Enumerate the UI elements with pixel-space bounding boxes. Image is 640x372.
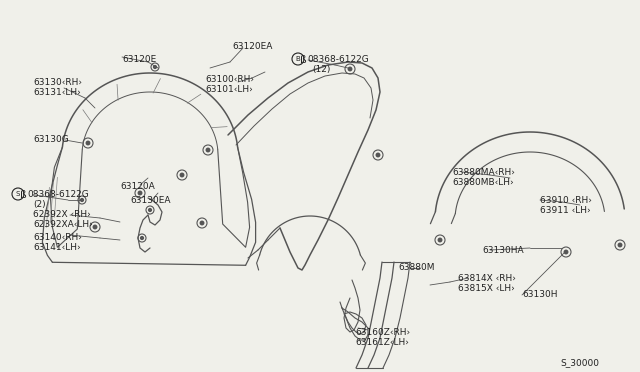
Circle shape	[180, 173, 184, 177]
Text: 63130H: 63130H	[522, 290, 557, 299]
Text: 63120EA: 63120EA	[232, 42, 273, 51]
Text: 08368-6122G: 08368-6122G	[27, 190, 89, 199]
Circle shape	[348, 67, 352, 71]
Text: S_30000: S_30000	[560, 358, 599, 367]
Text: S: S	[16, 191, 20, 197]
Text: 63880MB‹LH›: 63880MB‹LH›	[452, 178, 514, 187]
Text: 63100‹RH›: 63100‹RH›	[205, 75, 254, 84]
Text: B: B	[296, 56, 300, 62]
Text: 63130‹RH›: 63130‹RH›	[33, 78, 82, 87]
Text: 63911 ‹LH›: 63911 ‹LH›	[540, 206, 591, 215]
Circle shape	[81, 199, 83, 201]
Circle shape	[564, 250, 568, 254]
Text: 08368-6122G: 08368-6122G	[307, 55, 369, 64]
Text: 63140‹RH›: 63140‹RH›	[33, 233, 82, 242]
Text: 63130EA: 63130EA	[130, 196, 170, 205]
Circle shape	[93, 225, 97, 229]
Text: ß: ß	[20, 190, 27, 200]
Text: 63120A: 63120A	[120, 182, 155, 191]
Text: 62392XA‹LH›: 62392XA‹LH›	[33, 220, 93, 229]
Circle shape	[148, 209, 152, 211]
Text: 63131‹LH›: 63131‹LH›	[33, 88, 81, 97]
Circle shape	[376, 153, 380, 157]
Text: 63814X ‹RH›: 63814X ‹RH›	[458, 274, 516, 283]
Text: 63815X ‹LH›: 63815X ‹LH›	[458, 284, 515, 293]
Text: 63130G: 63130G	[33, 135, 68, 144]
Text: 63120E: 63120E	[122, 55, 156, 64]
Text: 63160Z‹RH›: 63160Z‹RH›	[355, 328, 410, 337]
Circle shape	[141, 237, 143, 240]
Text: 62392X ‹RH›: 62392X ‹RH›	[33, 210, 91, 219]
Circle shape	[206, 148, 210, 152]
Text: 63141‹LH›: 63141‹LH›	[33, 243, 81, 252]
Circle shape	[138, 191, 141, 195]
Circle shape	[438, 238, 442, 242]
Text: 63910 ‹RH›: 63910 ‹RH›	[540, 196, 592, 205]
Text: 63101‹LH›: 63101‹LH›	[205, 85, 253, 94]
Circle shape	[200, 221, 204, 225]
Text: 63161Z‹LH›: 63161Z‹LH›	[355, 338, 409, 347]
Text: (12): (12)	[312, 65, 330, 74]
Text: ß: ß	[300, 55, 307, 65]
Circle shape	[86, 141, 90, 145]
Text: 63130HA: 63130HA	[482, 246, 524, 255]
Circle shape	[154, 65, 156, 68]
Circle shape	[618, 243, 621, 247]
Text: 63880MA‹RH›: 63880MA‹RH›	[452, 168, 515, 177]
Text: 63880M: 63880M	[398, 263, 435, 272]
Text: (2): (2)	[33, 200, 45, 209]
